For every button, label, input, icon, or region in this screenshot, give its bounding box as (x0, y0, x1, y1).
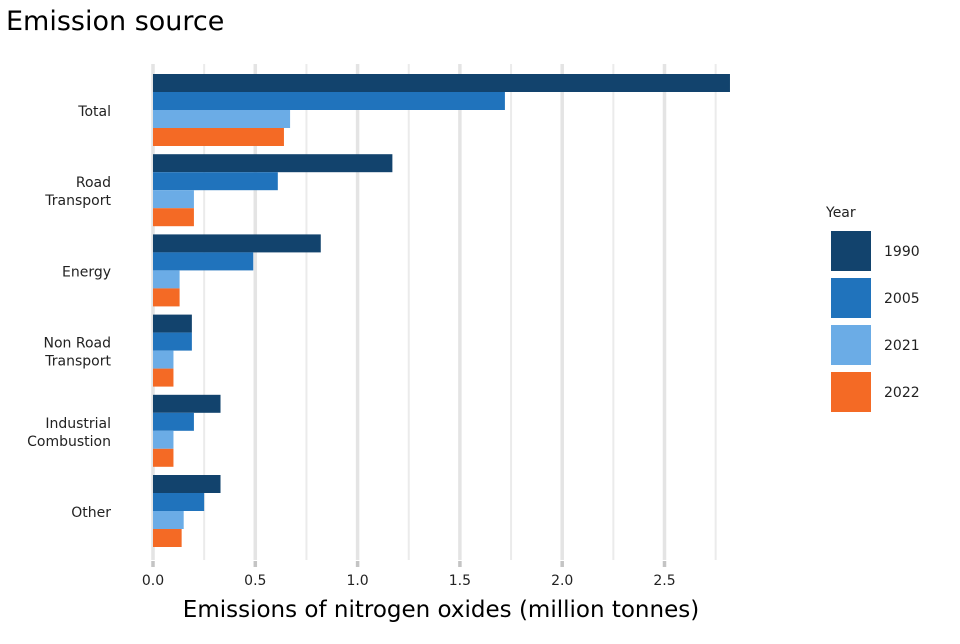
category-label: Other (71, 505, 111, 521)
bar-2005 (153, 412, 194, 431)
legend-item-2005[interactable]: 2005 (831, 278, 920, 318)
legend-swatch (831, 325, 871, 365)
legend-label: 2005 (884, 291, 920, 307)
bar-2022 (153, 288, 180, 307)
x-tick-label: 2.5 (653, 573, 675, 589)
legend-label: 1990 (884, 244, 920, 260)
category-label: Road (76, 175, 111, 191)
bar-1990 (153, 475, 221, 493)
bar-2021 (153, 190, 194, 209)
bar-1990 (153, 394, 221, 413)
bars (153, 74, 730, 547)
bar-2021 (153, 110, 291, 128)
x-tick-label: 1.5 (449, 573, 471, 589)
legend-label: 2021 (884, 338, 920, 354)
x-tick-label: 0.0 (142, 573, 164, 589)
legend[interactable]: Year 1990 2005 2021 2022 (825, 205, 920, 412)
legend-swatch (831, 372, 871, 412)
category-label: Non Road (44, 336, 112, 352)
legend-item-2022[interactable]: 2022 (831, 372, 920, 412)
bar-1990 (153, 314, 192, 333)
bar-2021 (153, 270, 180, 289)
category-label: Combustion (27, 434, 111, 450)
bar-1990 (153, 234, 321, 253)
bar-2022 (153, 368, 174, 387)
x-tick-label: 1.0 (346, 573, 368, 589)
x-tick-label: 2.0 (551, 573, 573, 589)
bar-2022 (153, 448, 174, 467)
bar-2022 (153, 529, 182, 547)
category-label: Industrial (45, 416, 111, 432)
x-axis: 0.0 0.5 1.0 1.5 2.0 2.5 (142, 561, 676, 589)
legend-swatch (831, 278, 871, 318)
bar-2021 (153, 430, 174, 449)
category-label: Transport (44, 193, 111, 209)
bar-1990 (153, 74, 730, 92)
legend-item-1990[interactable]: 1990 (831, 231, 920, 271)
bar-2021 (153, 350, 174, 369)
legend-swatch (831, 231, 871, 271)
y-axis-labels: Total Road Transport Energy Non Road Transpor… (27, 104, 111, 521)
bar-2022 (153, 208, 194, 227)
bar-2005 (153, 92, 505, 110)
category-label: Energy (62, 264, 111, 280)
bar-2022 (153, 128, 284, 146)
bar-2005 (153, 172, 278, 191)
bar-1990 (153, 154, 393, 173)
legend-title: Year (825, 205, 856, 221)
chart-title: Emission source (6, 6, 225, 37)
legend-item-2021[interactable]: 2021 (831, 325, 920, 365)
x-tick-label: 0.5 (244, 573, 266, 589)
legend-label: 2022 (884, 385, 920, 401)
bar-2005 (153, 493, 205, 511)
x-axis-title: Emissions of nitrogen oxides (million to… (183, 597, 699, 623)
bar-2005 (153, 252, 254, 271)
category-label: Transport (44, 354, 111, 370)
bar-2021 (153, 511, 184, 529)
bar-2005 (153, 332, 192, 351)
category-label: Total (77, 104, 111, 120)
